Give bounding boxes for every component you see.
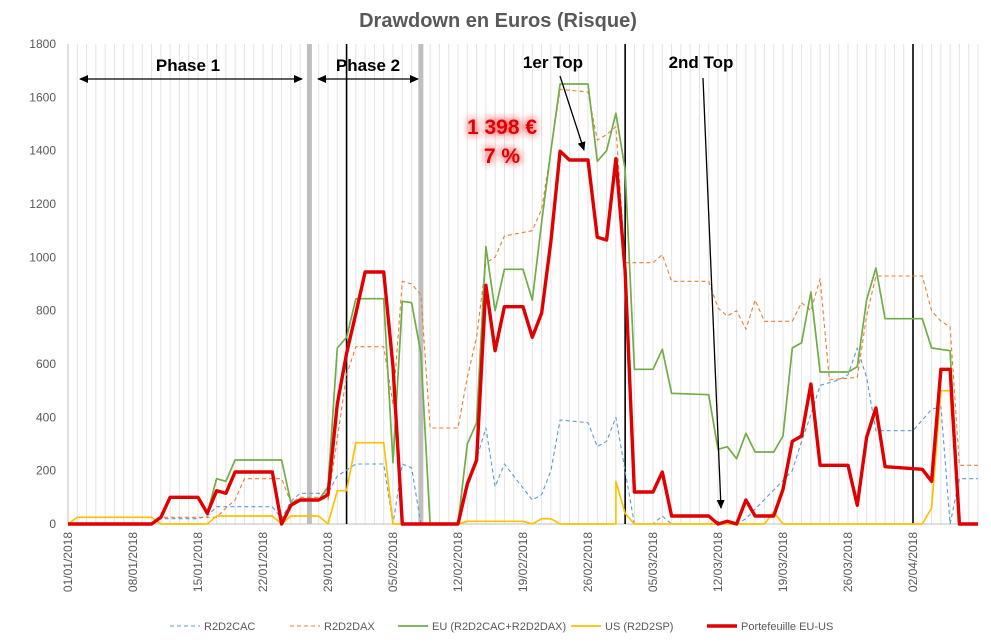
y-tick-label: 1000 bbox=[29, 250, 56, 264]
x-tick-label: 19/02/2018 bbox=[516, 532, 530, 592]
series-line-r2d2cac bbox=[68, 347, 978, 525]
y-tick-label: 800 bbox=[36, 304, 56, 318]
x-tick-label: 26/02/2018 bbox=[581, 532, 595, 592]
x-tick-label: 05/03/2018 bbox=[646, 532, 660, 592]
top1-arrow bbox=[559, 75, 586, 151]
x-tick-label: 19/03/2018 bbox=[776, 532, 790, 592]
x-tick-label: 01/01/2018 bbox=[61, 532, 75, 592]
y-tick-label: 600 bbox=[36, 357, 56, 371]
x-tick-label: 02/04/2018 bbox=[906, 532, 920, 592]
x-tick-label: 05/02/2018 bbox=[386, 532, 400, 592]
x-tick-label: 26/03/2018 bbox=[841, 532, 855, 592]
callout-percent: 7 % bbox=[484, 145, 521, 168]
x-tick-label: 22/01/2018 bbox=[256, 532, 270, 592]
legend-label: Portefeuille EU-US bbox=[741, 621, 833, 633]
phase2-annotation: Phase 2 bbox=[317, 56, 419, 83]
x-axis: 01/01/2018 08/01/2018 15/01/2018 22/01/2018… bbox=[61, 532, 920, 592]
phase1-label: Phase 1 bbox=[156, 56, 220, 75]
drawdown-callout: 1 398 € 7 % bbox=[467, 116, 537, 168]
legend-label: US (R2D2SP) bbox=[605, 621, 673, 633]
y-tick-label: 400 bbox=[36, 410, 56, 424]
series-line-r2d2dax bbox=[68, 88, 978, 525]
top1-annotation: 1er Top bbox=[523, 53, 586, 151]
x-tick-label: 12/02/2018 bbox=[451, 532, 465, 592]
legend-label: R2D2DAX bbox=[324, 621, 375, 633]
callout-value: 1 398 € bbox=[467, 116, 537, 139]
y-tick-label: 0 bbox=[49, 517, 56, 531]
y-tick-label: 1400 bbox=[29, 144, 56, 158]
series-group bbox=[67, 83, 978, 526]
top2-arrow bbox=[702, 77, 725, 509]
y-tick-label: 200 bbox=[36, 464, 56, 478]
y-tick-label: 1200 bbox=[29, 197, 56, 211]
legend-label: EU (R2D2CAC+R2D2DAX) bbox=[432, 621, 566, 633]
phase2-label: Phase 2 bbox=[336, 56, 400, 75]
phase1-annotation: Phase 1 bbox=[79, 56, 303, 83]
x-tick-label: 15/01/2018 bbox=[191, 532, 205, 592]
legend: R2D2CAC R2D2DAX EU (R2D2CAC+R2D2DAX) US (R2… bbox=[170, 621, 833, 633]
x-tick-label: 12/03/2018 bbox=[711, 532, 725, 592]
top2-annotation: 2nd Top bbox=[669, 53, 734, 509]
series-line-portefeuille-eu-us bbox=[68, 149, 978, 526]
legend-label: R2D2CAC bbox=[204, 621, 255, 633]
chart-title: Drawdown en Euros (Risque) bbox=[359, 10, 637, 32]
top2-label: 2nd Top bbox=[669, 53, 734, 72]
top1-label: 1er Top bbox=[523, 53, 583, 72]
x-tick-label: 29/01/2018 bbox=[321, 532, 335, 592]
markers bbox=[306, 44, 914, 524]
series-line-us-r2d2sp bbox=[67, 389, 978, 525]
y-axis: 0 200 400 600 800 1000 1200 1400 1600 1800 bbox=[29, 37, 56, 531]
y-tick-label: 1600 bbox=[29, 90, 56, 104]
y-tick-label: 1800 bbox=[29, 37, 56, 51]
x-tick-label: 08/01/2018 bbox=[126, 532, 140, 592]
